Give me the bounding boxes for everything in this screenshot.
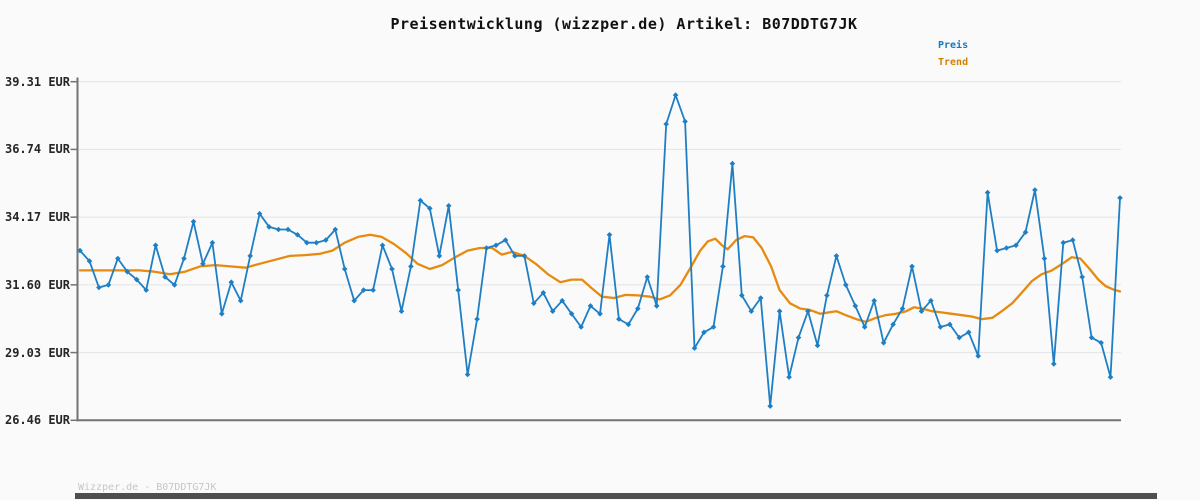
price-markers xyxy=(77,92,1123,409)
watermark: Wizzper.de - B07DDTG7JK xyxy=(78,482,217,493)
y-axis-label: 31.60 EUR xyxy=(4,277,70,292)
y-axis-label: 29.03 EUR xyxy=(4,345,70,360)
legend-item-trend: Trend xyxy=(938,57,969,68)
y-axis-label: 36.74 EUR xyxy=(4,142,70,157)
bottom-scrubber-bar xyxy=(75,493,1157,499)
price-line xyxy=(79,94,1121,407)
y-axis-label: 34.17 EUR xyxy=(4,210,70,225)
y-axis-label: 39.31 EUR xyxy=(4,74,70,89)
chart-title: Preisentwicklung (wizzper.de) Artikel: B… xyxy=(390,15,858,33)
legend-item-preis: Preis xyxy=(938,40,969,51)
y-axis-label: 26.46 EUR xyxy=(4,413,70,428)
trend-line xyxy=(78,233,1122,323)
